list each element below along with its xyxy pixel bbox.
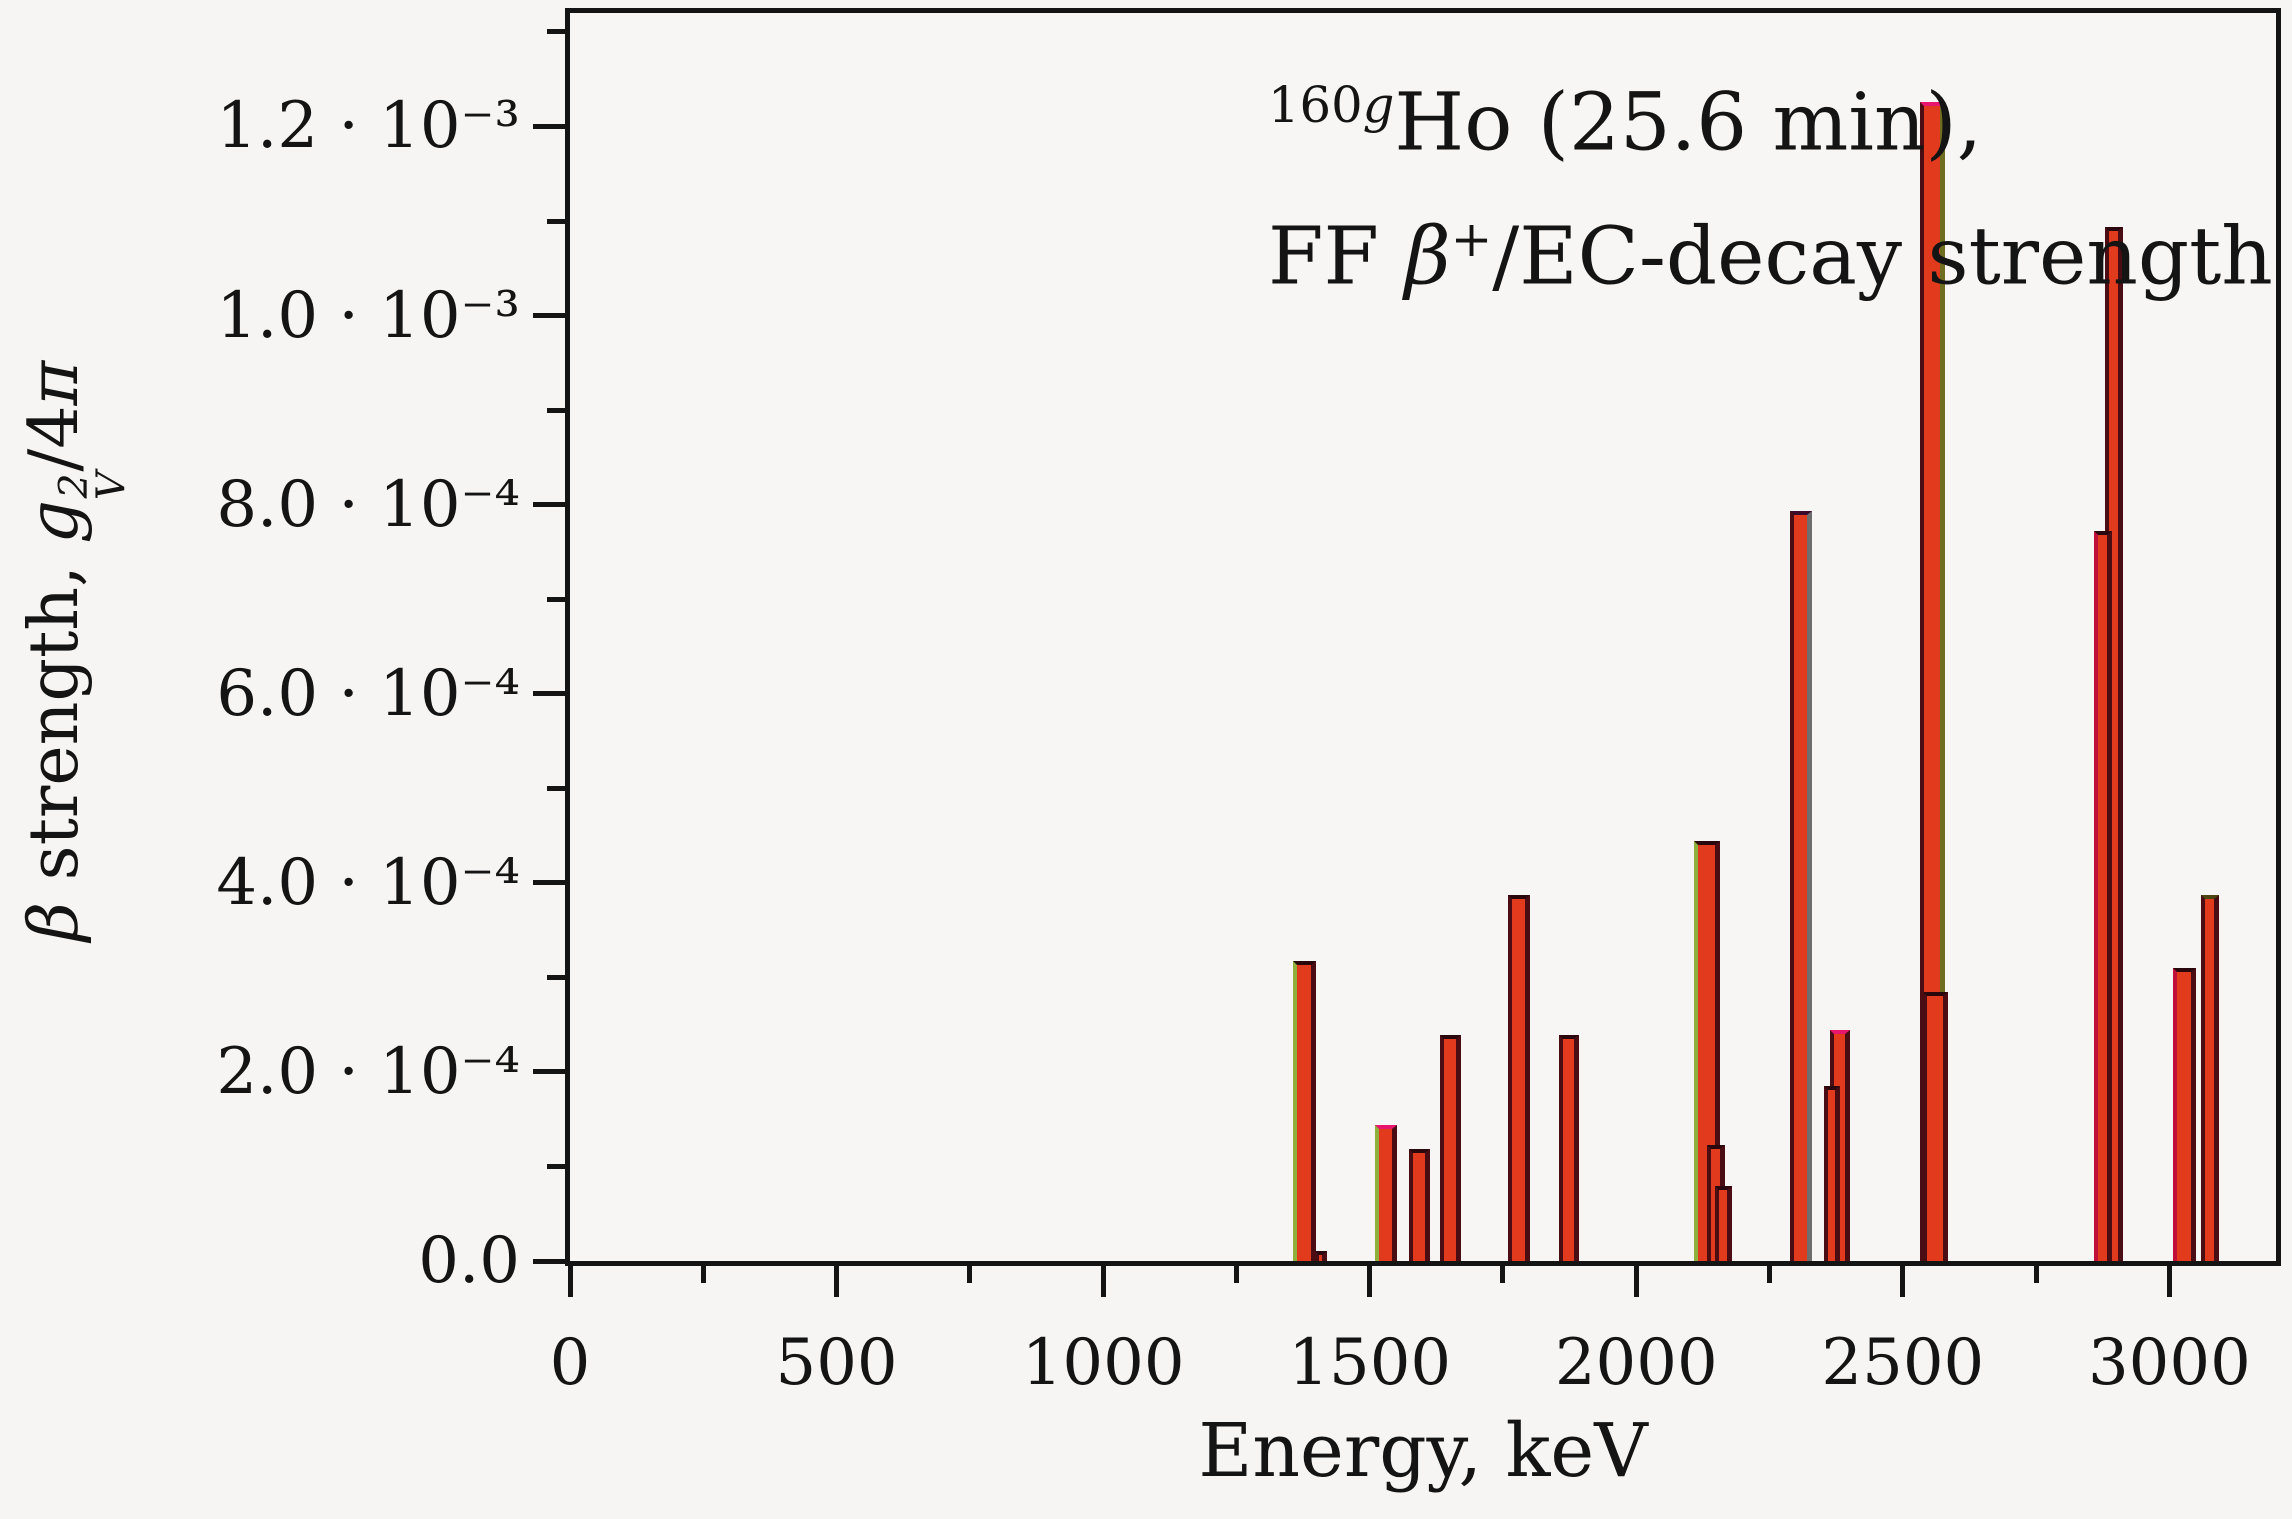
y-tick-label: 0.0 <box>418 1224 520 1298</box>
y-minor-tick <box>547 407 567 413</box>
y-minor-tick <box>547 29 567 35</box>
bar <box>1439 1035 1461 1261</box>
bar <box>1923 991 1949 1261</box>
x-tick-label: 1500 <box>1288 1326 1452 1400</box>
x-major-tick <box>2166 1263 2172 1297</box>
x-axis-title: Energy, keV <box>1198 1408 1648 1494</box>
x-tick-label: 2500 <box>1821 1326 1985 1400</box>
x-major-tick <box>1633 1263 1639 1297</box>
y-major-tick <box>533 313 567 319</box>
x-major-tick <box>1367 1263 1373 1297</box>
y-tick-label: 4.0 · 10⁻⁴ <box>216 845 520 920</box>
x-minor-tick <box>700 1263 706 1283</box>
x-major-tick <box>1900 1263 1906 1297</box>
bar <box>1507 895 1530 1261</box>
plot-area: 160gHo (25.6 min), FF β+/EC-decay streng… <box>565 8 2281 1266</box>
y-major-tick <box>533 691 567 697</box>
bar <box>1314 1250 1328 1261</box>
annotation-line1: 160gHo (25.6 min), <box>1268 75 1983 169</box>
bars-layer <box>570 13 2276 1261</box>
annotation-isotope: 160gHo (25.6 min), FF β+/EC-decay streng… <box>1268 75 2273 303</box>
x-major-tick <box>1100 1263 1106 1297</box>
y-minor-tick <box>547 1163 567 1169</box>
y-major-tick <box>533 880 567 886</box>
annotation-line2: FF β+/EC-decay strength <box>1268 209 2273 303</box>
x-major-tick <box>834 1263 840 1297</box>
bar <box>1789 511 1812 1261</box>
bar <box>1715 1186 1732 1261</box>
y-major-tick <box>533 1069 567 1075</box>
y-minor-tick <box>547 974 567 980</box>
x-minor-tick <box>1233 1263 1239 1283</box>
y-major-tick <box>533 502 567 508</box>
x-minor-tick <box>967 1263 973 1283</box>
x-minor-tick <box>1500 1263 1506 1283</box>
x-minor-tick <box>2033 1263 2039 1283</box>
y-tick-label: 1.0 · 10⁻³ <box>216 278 520 353</box>
y-minor-tick <box>547 218 567 224</box>
bar <box>2173 967 2197 1261</box>
x-tick-label: 3000 <box>2087 1326 2251 1400</box>
y-tick-label: 8.0 · 10⁻⁴ <box>216 467 520 542</box>
bar <box>1558 1035 1580 1261</box>
bar <box>2201 895 2220 1261</box>
y-major-tick <box>533 123 567 129</box>
y-tick-label: 2.0 · 10⁻⁴ <box>216 1034 520 1109</box>
y-axis-title: β strength, g 2 V/4π <box>15 360 135 942</box>
y-minor-tick <box>547 596 567 602</box>
x-tick-label: 2000 <box>1554 1326 1718 1400</box>
bar <box>2093 531 2112 1261</box>
x-tick-label: 0 <box>549 1326 591 1400</box>
y-major-tick <box>533 1258 567 1264</box>
bar <box>1824 1086 1840 1261</box>
bar <box>1374 1124 1397 1261</box>
x-tick-label: 1000 <box>1021 1326 1185 1400</box>
x-tick-label: 500 <box>775 1326 898 1400</box>
y-tick-label: 1.2 · 10⁻³ <box>216 89 520 164</box>
x-major-tick <box>567 1263 573 1297</box>
isotope-superscript: 160g <box>1268 76 1395 134</box>
bar <box>1408 1148 1430 1261</box>
bar <box>1292 961 1316 1261</box>
y-minor-tick <box>547 785 567 791</box>
x-minor-tick <box>1767 1263 1773 1283</box>
y-tick-label: 6.0 · 10⁻⁴ <box>216 656 520 731</box>
